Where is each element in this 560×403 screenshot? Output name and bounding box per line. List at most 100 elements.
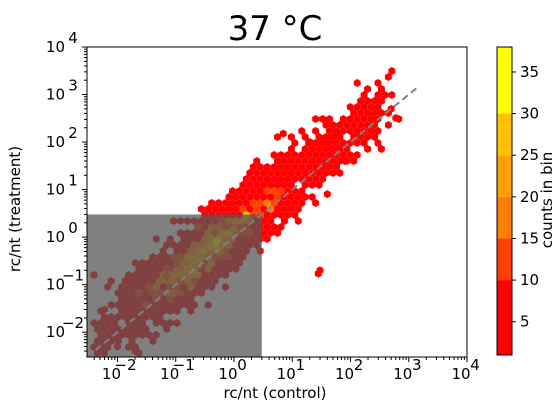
y-axis-label: rc/nt (treatment)	[6, 146, 24, 272]
hexbin-cell	[263, 223, 271, 231]
hexbin-cell	[298, 151, 306, 159]
hexbin-cell	[353, 151, 361, 159]
y-tick-label: 10	[46, 323, 65, 341]
hexbin-cell	[287, 133, 295, 141]
hexbin-cell	[229, 199, 236, 207]
hexbin-cell	[312, 175, 320, 183]
hexbin-cell	[242, 199, 250, 207]
hexbin-cell	[298, 199, 306, 207]
hexbin-cell	[208, 199, 216, 207]
hexbin-cell	[280, 157, 288, 165]
hexbin-cell	[260, 193, 268, 201]
hexbin-cell	[326, 127, 333, 135]
hexbin-cell	[367, 103, 375, 111]
hexbin-cell	[274, 169, 281, 177]
hexbin-cell	[235, 199, 243, 207]
hexbin-cell	[346, 127, 354, 135]
hexbin-cell	[246, 193, 254, 201]
hexbin-cell	[312, 151, 320, 159]
hexbin-outlier	[314, 269, 322, 278]
hexbin-outlier	[334, 129, 342, 138]
hexbin-cell	[312, 127, 320, 135]
hexbin-cell	[197, 205, 205, 213]
colorbar-tick-label: 5	[520, 313, 530, 331]
hexbin-cell	[263, 163, 271, 171]
hexbin-cell	[312, 139, 320, 147]
y-tick-label: 10	[46, 276, 65, 294]
hexbin-cell	[284, 151, 292, 159]
hexbin-cell	[315, 133, 323, 141]
y-tick-label: 10	[46, 86, 65, 104]
hexbin-cell	[260, 229, 268, 237]
hexbin-cell	[326, 139, 333, 147]
hexbin-cell	[305, 151, 313, 159]
hexbin-cell	[249, 199, 257, 207]
hexbin-cell	[322, 169, 330, 177]
hexbin-cell	[249, 163, 257, 171]
hexbin-cell	[377, 97, 385, 105]
hexbin-cell	[357, 133, 365, 141]
hexbin-cell	[319, 139, 327, 147]
hexbin-cell	[267, 169, 275, 177]
hexbin-cell	[364, 133, 372, 141]
hexbin-cell	[260, 181, 268, 189]
hexbin-cell	[270, 163, 278, 171]
hexbin-cell	[222, 199, 230, 207]
hexbin-cell	[350, 121, 358, 129]
x-tick-label: 10	[277, 365, 296, 383]
hexbin-cell	[371, 109, 378, 117]
hexbin-cell	[274, 205, 281, 213]
hexbin-cell	[291, 151, 299, 159]
y-tick-exponent: 2	[68, 124, 78, 142]
hexbin-cell	[284, 199, 292, 207]
hexbin-cell	[357, 109, 365, 117]
hexbin-cell	[267, 205, 275, 213]
hexbin-cell	[291, 211, 299, 219]
hexbin-cell	[294, 169, 302, 177]
hexbin-cell	[298, 163, 306, 171]
hexbin-cell	[367, 127, 375, 135]
x-axis-label: rc/nt (control)	[224, 384, 327, 402]
plot-frame	[86, 46, 468, 358]
hexbin-cell	[339, 139, 347, 147]
hexbin-cell	[312, 115, 320, 123]
hexbin-cell	[322, 133, 330, 141]
hexbin-cell	[280, 181, 288, 189]
hexbin-cell	[256, 187, 264, 195]
hexbin-cell	[256, 175, 264, 183]
hexbin-cell	[287, 157, 295, 165]
colorbar-band	[497, 155, 512, 197]
hexbin-cell	[253, 169, 261, 177]
x-tick-exponent: 2	[354, 356, 364, 374]
hexbin-cell	[346, 115, 354, 123]
y-tick-exponent: −2	[62, 314, 84, 332]
hexbin-cell	[322, 145, 330, 153]
diagonal-reference-line	[86, 85, 420, 358]
x-tick-label: 10	[393, 365, 412, 383]
hexbin-cell	[246, 205, 254, 213]
hexbin-cell	[242, 175, 250, 183]
hexbin-cell	[384, 73, 392, 81]
hexbin-cell	[374, 127, 382, 135]
hexbin-cell	[308, 181, 316, 189]
hexbin-outlier	[323, 190, 331, 199]
y-tick-label: 10	[46, 38, 65, 56]
hexbin-cell	[319, 175, 327, 183]
hexbin-cell	[267, 217, 275, 225]
hexbin-cell	[336, 121, 344, 129]
hexbin-cell	[232, 193, 240, 201]
hexbin-cell	[315, 145, 323, 153]
hexbin-outlier	[279, 129, 287, 138]
hexbin-cell	[270, 187, 278, 195]
hexbin-cell	[360, 103, 368, 111]
hexbin-cell	[270, 175, 278, 183]
hexbin-cell	[367, 115, 375, 123]
hexbin-cell	[246, 169, 254, 177]
hexbin-cell	[242, 187, 250, 195]
hexbin-cell	[329, 121, 337, 129]
hexbin-cell	[360, 91, 368, 99]
hexbin-cell	[377, 85, 385, 93]
hexbin-cell	[249, 175, 257, 183]
